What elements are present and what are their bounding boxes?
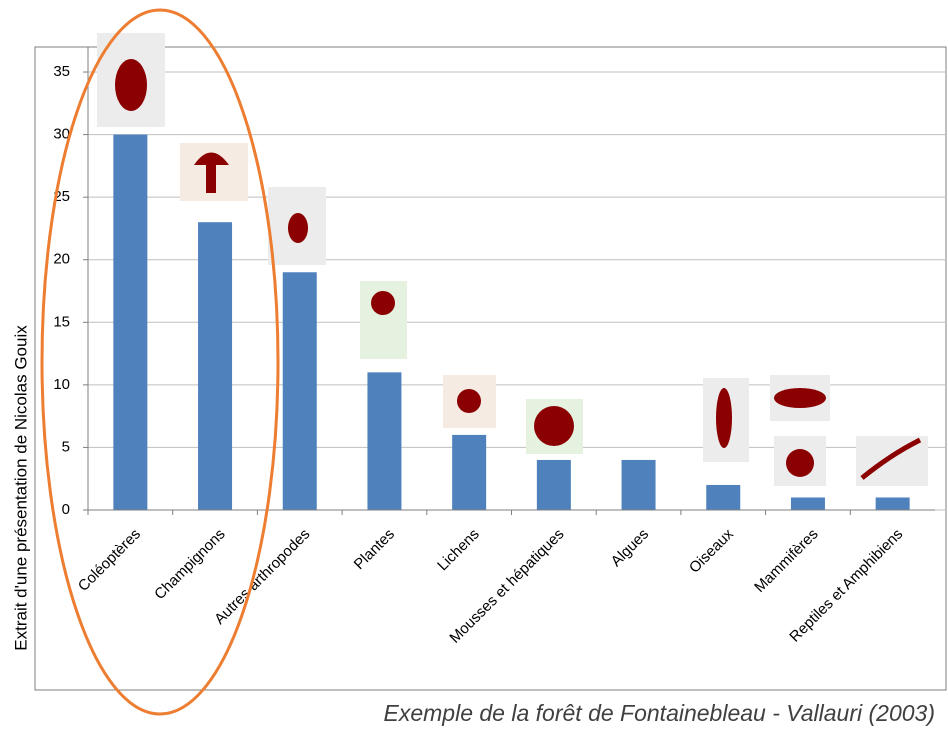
x-tick-label: Algues bbox=[608, 526, 652, 570]
bar bbox=[876, 497, 910, 510]
y-tick-label: 15 bbox=[53, 313, 70, 330]
icon-bat-shape bbox=[774, 388, 826, 408]
icon-moss-shape bbox=[534, 406, 574, 446]
icon-flower-shape bbox=[371, 291, 395, 315]
y-tick-label: 20 bbox=[53, 251, 70, 268]
icon-spider-shape bbox=[288, 213, 308, 243]
side-note: Extrait d'une présentation de Nicolas Go… bbox=[11, 325, 30, 651]
bar bbox=[283, 272, 317, 510]
y-tick-label: 35 bbox=[53, 63, 70, 80]
bar bbox=[452, 435, 486, 510]
x-tick-label: Coléoptères bbox=[75, 526, 144, 595]
y-tick-label: 5 bbox=[62, 438, 70, 455]
bar bbox=[537, 460, 571, 510]
icon-squirrel-shape bbox=[786, 449, 814, 477]
y-tick-label: 10 bbox=[53, 376, 70, 393]
x-tick-label: Lichens bbox=[434, 526, 483, 575]
caption: Exemple de la forêt de Fontainebleau - V… bbox=[384, 700, 935, 726]
bar bbox=[706, 485, 740, 510]
icon-beetle-shape bbox=[115, 59, 147, 111]
bar bbox=[367, 372, 401, 510]
y-tick-label: 0 bbox=[62, 501, 70, 518]
x-tick-label: Champignons bbox=[151, 526, 228, 603]
bar bbox=[113, 135, 147, 510]
x-tick-label: Oiseaux bbox=[686, 525, 737, 576]
icon-lichen-shape bbox=[457, 389, 481, 413]
bar bbox=[622, 460, 656, 510]
bar bbox=[791, 497, 825, 510]
x-tick-label: Mammifères bbox=[751, 526, 821, 596]
bar bbox=[198, 222, 232, 510]
icon-bird-shape bbox=[716, 388, 732, 448]
chart: Extrait d'une présentation de Nicolas Go… bbox=[0, 0, 948, 730]
x-tick-label: Plantes bbox=[351, 526, 398, 573]
